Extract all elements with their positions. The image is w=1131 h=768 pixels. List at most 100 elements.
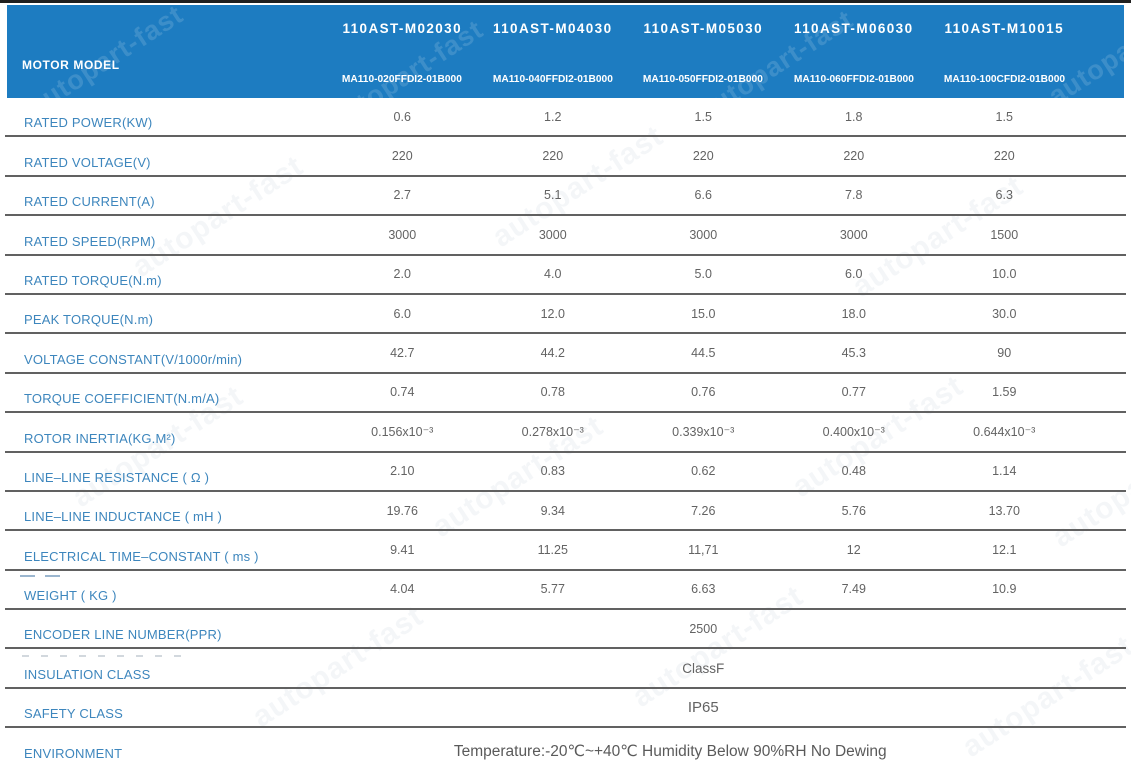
spec-table-body: RATED POWER(KW) 0.6 1.2 1.5 1.8 1.5 RATE… xyxy=(5,98,1126,768)
table-row-line-inductance: LINE–LINE INDUCTANCE ( mH ) 19.76 9.34 7… xyxy=(5,492,1126,532)
row-label: PEAK TORQUE(N.m) xyxy=(24,312,154,328)
spec-value: 15.0 xyxy=(691,306,716,321)
table-row-voltage-constant: VOLTAGE CONSTANT(V/1000r/min) 42.7 44.2 … xyxy=(5,334,1126,374)
part-number: MA110-100CFDI2-01B000 xyxy=(943,73,1065,85)
spec-value: 1500 xyxy=(990,227,1019,242)
spec-value: 0.156x10⁻³ xyxy=(371,425,434,440)
spec-value: 0.644x10⁻³ xyxy=(973,425,1036,440)
spec-value: 0.74 xyxy=(390,385,415,400)
spec-value: 3000 xyxy=(388,227,417,242)
model-name: 110AST-M06030 xyxy=(793,21,914,36)
watermark-artifact xyxy=(20,575,60,577)
spec-value: 1.2 xyxy=(544,109,562,124)
spec-value: 1.14 xyxy=(992,464,1017,479)
table-row-weight: WEIGHT ( KG ) 4.04 5.77 6.63 7.49 10.9 xyxy=(5,571,1126,611)
table-row-rated-power: RATED POWER(KW) 0.6 1.2 1.5 1.8 1.5 xyxy=(5,98,1126,138)
table-row-rated-torque: RATED TORQUE(N.m) 2.0 4.0 5.0 6.0 10.0 xyxy=(5,256,1126,295)
spec-value: 4.04 xyxy=(390,582,415,597)
table-row-rated-speed: RATED SPEED(RPM) 3000 3000 3000 3000 150… xyxy=(5,216,1126,256)
spec-value: 4.0 xyxy=(544,267,562,282)
table-row-electrical-time-constant: ELECTRICAL TIME–CONSTANT ( ms ) 9.41 11.… xyxy=(5,531,1126,571)
table-row-rotor-inertia: ROTOR INERTIA(KG.M²) 0.156x10⁻³ 0.278x10… xyxy=(5,413,1126,453)
spec-value: 7.49 xyxy=(841,582,866,597)
spec-value: 10.9 xyxy=(992,582,1017,597)
row-label: LINE–LINE INDUCTANCE ( mH ) xyxy=(24,509,223,525)
spec-value: 7.26 xyxy=(691,503,716,518)
spec-value: 5.0 xyxy=(694,267,712,282)
spec-value: 9.41 xyxy=(390,542,415,557)
spec-value-merged: IP65 xyxy=(687,699,719,717)
row-label: SAFETY CLASS xyxy=(24,706,123,722)
spec-value: 9.34 xyxy=(540,503,565,518)
spec-value: 3000 xyxy=(538,227,567,242)
header-model-column: 110AST-M10015 MA110-100CFDI2-01B000 xyxy=(929,5,1080,98)
row-label: RATED SPEED(RPM) xyxy=(24,233,156,249)
spec-value: 11.25 xyxy=(537,542,568,557)
spec-value: 2.0 xyxy=(393,267,411,282)
table-row-encoder-line-number: ENCODER LINE NUMBER(PPR) 2500 xyxy=(5,610,1126,650)
spec-value: 6.3 xyxy=(995,188,1013,203)
spec-value: 11,71 xyxy=(688,542,719,557)
part-number: MA110-060FFDI2-01B000 xyxy=(793,73,914,85)
table-row-safety-class: SAFETY CLASS IP65 xyxy=(5,689,1126,729)
table-row-rated-current: RATED CURRENT(A) 2.7 5.1 6.6 7.8 6.3 xyxy=(5,177,1126,217)
spec-value: 44.5 xyxy=(691,346,716,361)
spec-value: 2.7 xyxy=(393,188,411,203)
spec-value: 90 xyxy=(997,346,1012,361)
spec-value: 6.0 xyxy=(393,306,411,321)
table-header: autopart-fast autopart-fast autopart-fas… xyxy=(7,5,1124,98)
part-number: MA110-040FFDI2-01B000 xyxy=(492,73,613,85)
part-number: MA110-050FFDI2-01B000 xyxy=(643,73,764,85)
row-label: RATED CURRENT(A) xyxy=(24,194,155,210)
row-label: ELECTRICAL TIME–CONSTANT ( ms ) xyxy=(24,548,259,564)
top-border-line xyxy=(0,0,1131,3)
row-label: TORQUE COEFFICIENT(N.m/A) xyxy=(24,391,220,407)
spec-value: 12.1 xyxy=(992,542,1017,557)
spec-value-merged: 2500 xyxy=(689,621,718,636)
spec-value: 220 xyxy=(692,149,714,164)
watermark-artifact xyxy=(22,655,182,657)
model-name: 110AST-M04030 xyxy=(492,21,613,36)
spec-value: 19.76 xyxy=(386,503,418,518)
spec-value: 44.2 xyxy=(540,346,565,361)
spec-value: 5.76 xyxy=(841,503,866,518)
spec-value: 0.77 xyxy=(841,385,866,400)
motor-model-label: MOTOR MODEL xyxy=(22,58,120,72)
spec-value: 0.62 xyxy=(691,464,716,479)
table-row-peak-torque: PEAK TORQUE(N.m) 6.0 12.0 15.0 18.0 30.0 xyxy=(5,295,1126,335)
row-label: ENCODER LINE NUMBER(PPR) xyxy=(24,627,222,643)
spec-value: 3000 xyxy=(839,227,868,242)
spec-value: 6.6 xyxy=(694,188,712,203)
model-name: 110AST-M10015 xyxy=(944,21,1065,36)
row-label: ROTOR INERTIA(KG.M²) xyxy=(24,430,176,446)
header-model-column: 110AST-M06030 MA110-060FFDI2-01B000 xyxy=(779,5,930,98)
spec-value: 45.3 xyxy=(841,346,866,361)
spec-value: 0.83 xyxy=(540,464,565,479)
row-label: RATED VOLTAGE(V) xyxy=(24,154,151,170)
spec-value: 0.400x10⁻³ xyxy=(822,425,885,440)
spec-value: 1.8 xyxy=(845,109,863,124)
spec-value: 0.76 xyxy=(691,385,716,400)
spec-value: 2.10 xyxy=(390,464,415,479)
spec-value: 12.0 xyxy=(540,306,565,321)
spec-value: 0.278x10⁻³ xyxy=(521,425,584,440)
spec-value: 220 xyxy=(993,149,1015,164)
row-label: LINE–LINE RESISTANCE ( Ω ) xyxy=(24,469,210,485)
spec-value: 220 xyxy=(843,149,865,164)
spec-value: 6.63 xyxy=(691,582,716,597)
spec-value: 12 xyxy=(846,542,861,557)
spec-value: 18.0 xyxy=(841,306,866,321)
table-row-insulation-class: INSULATION CLASS ClassF xyxy=(5,649,1126,689)
spec-value: 5.77 xyxy=(540,582,565,597)
row-label: RATED TORQUE(N.m) xyxy=(24,272,162,288)
spec-value: 5.1 xyxy=(544,188,562,203)
row-label: RATED POWER(KW) xyxy=(24,115,153,131)
table-row-rated-voltage: RATED VOLTAGE(V) 220 220 220 220 220 xyxy=(5,137,1126,177)
spec-value: 0.48 xyxy=(841,464,866,479)
part-number: MA110-020FFDI2-01B000 xyxy=(342,73,463,85)
spec-value: 30.0 xyxy=(992,306,1017,321)
spec-value: 1.5 xyxy=(694,109,712,124)
model-name: 110AST-M05030 xyxy=(643,21,764,36)
spec-value: 7.8 xyxy=(845,188,863,203)
